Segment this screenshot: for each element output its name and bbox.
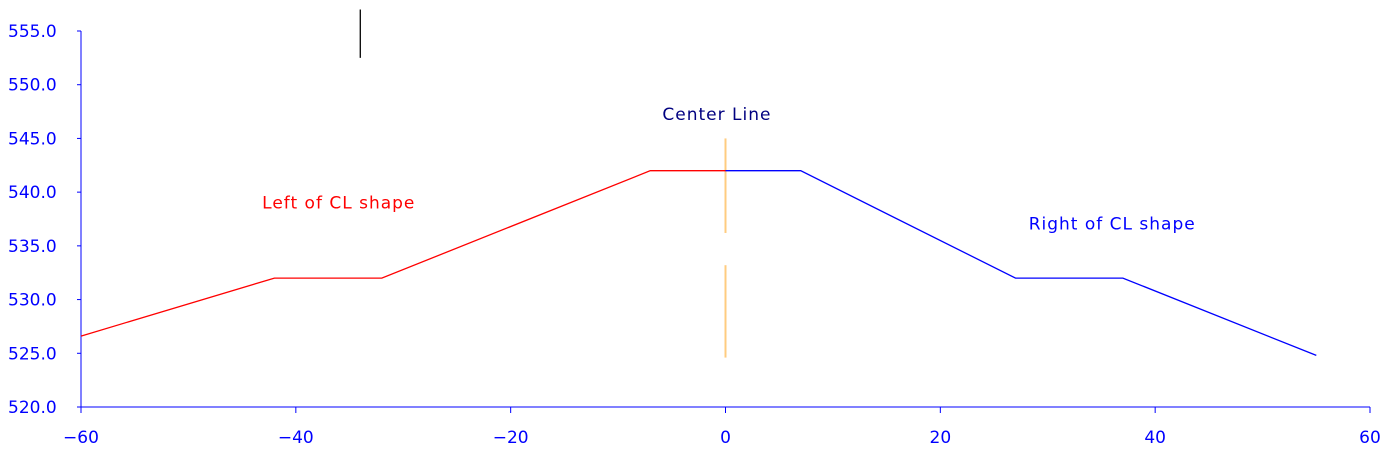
x-tick-label: −60 <box>63 428 99 448</box>
left-of-cl-line <box>80 170 726 337</box>
left-of-cl-label: Left of CL shape <box>262 193 415 213</box>
y-tick-label: 550.0 <box>8 76 57 96</box>
y-tick-label: 530.0 <box>8 291 57 311</box>
x-tick-label: −40 <box>278 428 314 448</box>
y-tick-label: 520.0 <box>8 398 57 418</box>
x-tick-label: 60 <box>1359 428 1381 448</box>
x-tick-label: 20 <box>930 428 952 448</box>
y-tick-label: 540.0 <box>8 183 57 203</box>
x-tick-label: −20 <box>493 428 529 448</box>
right-of-cl-line <box>725 170 1317 357</box>
y-tick-label: 535.0 <box>8 237 57 257</box>
right-of-cl-label: Right of CL shape <box>1029 215 1196 235</box>
x-tick-label: 0 <box>720 428 731 448</box>
y-tick-label: 545.0 <box>8 129 57 149</box>
y-tick-label: 555.0 <box>8 22 57 42</box>
center-line-label: Center Line <box>662 105 771 125</box>
x-tick-label: 40 <box>1144 428 1166 448</box>
y-tick-label: 525.0 <box>8 344 57 364</box>
